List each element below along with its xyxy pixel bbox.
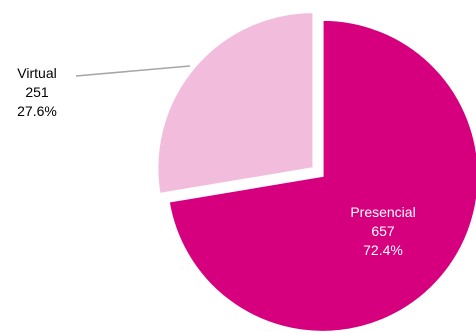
presencial-percent: 72.4%: [363, 242, 403, 258]
pie-slices: [156, 11, 476, 333]
presencial-label: Presencial: [350, 204, 415, 220]
presencial-value: 657: [371, 223, 395, 239]
pie-slice-presencial: [167, 18, 476, 333]
virtual-value: 251: [25, 84, 49, 100]
virtual-leader-line: [75, 65, 191, 77]
virtual-label: Virtual: [17, 65, 56, 81]
label-presencial: Presencial 657 72.4%: [350, 204, 415, 258]
pie-slice-virtual: [156, 11, 315, 196]
label-virtual: Virtual 251 27.6%: [17, 65, 57, 119]
virtual-percent: 27.6%: [17, 103, 57, 119]
